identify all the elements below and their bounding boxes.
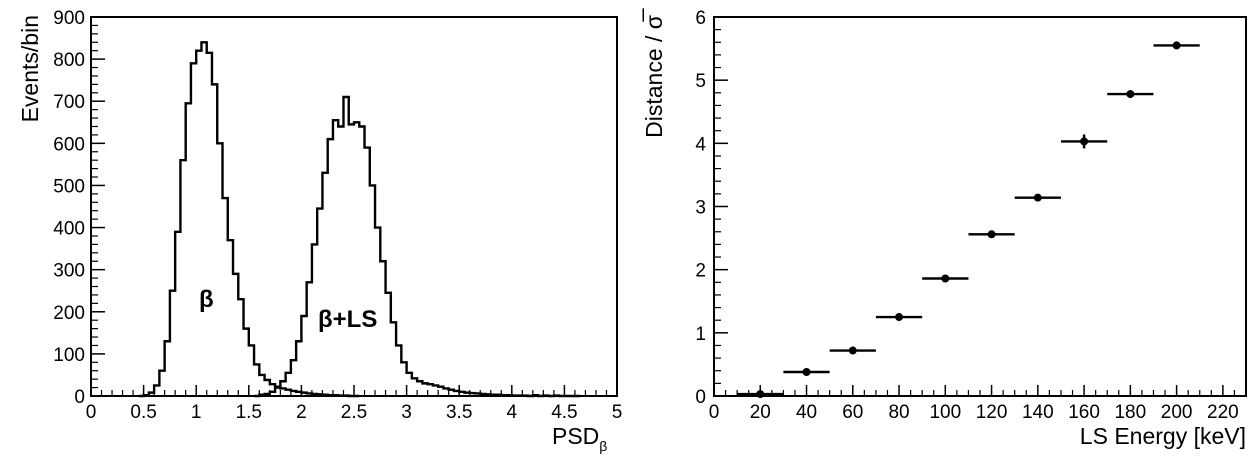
annotation-beta: β xyxy=(199,286,214,313)
data-point-group xyxy=(1014,193,1061,202)
right-y-axis-title: Distance / σ̅ xyxy=(641,8,667,138)
left-x-tick-label: 0.5 xyxy=(130,402,156,423)
left-x-axis-title-subscript: β xyxy=(599,438,607,454)
right-y-tick-label: 1 xyxy=(695,324,706,345)
right-data-points xyxy=(737,41,1200,399)
left-x-tick-label: 5 xyxy=(612,402,623,423)
annotation-beta-ls: β+LS xyxy=(318,306,377,333)
right-x-axis-title: LS Energy [keV] xyxy=(1080,423,1246,449)
right-x-tick-label: 20 xyxy=(750,402,771,423)
left-x-tick-label: 2 xyxy=(296,402,307,423)
left-x-tick-label: 0 xyxy=(86,402,97,423)
left-y-tick-label: 700 xyxy=(53,92,85,113)
left-plot-frame xyxy=(90,16,618,397)
data-point xyxy=(802,367,811,376)
right-scatter-panel: 0 20 40 60 80 100 120 140 160 180 200 220 0 1 2 3 4 5 6 Di… xyxy=(641,8,1247,449)
right-x-tick-label: 40 xyxy=(796,402,817,423)
right-x-tick-label: 180 xyxy=(1114,402,1146,423)
left-x-axis-title-main: PSD xyxy=(552,423,599,449)
left-histograms xyxy=(138,41,581,398)
right-plot-frame xyxy=(713,16,1247,397)
data-point xyxy=(1033,193,1042,202)
left-y-tick-label: 100 xyxy=(53,345,85,366)
right-x-tick-label: 80 xyxy=(888,402,909,423)
left-y-tick-label: 300 xyxy=(53,261,85,282)
left-x-tick-label: 1 xyxy=(191,402,202,423)
right-y-tick-label: 5 xyxy=(695,71,706,92)
data-point-group xyxy=(875,313,923,322)
right-y-tick-label: 3 xyxy=(695,198,706,219)
data-point-group xyxy=(968,230,1015,239)
data-point-group xyxy=(1060,134,1108,149)
data-point-group xyxy=(1153,41,1200,50)
left-x-tick-label: 4.5 xyxy=(551,402,577,423)
histogram-beta-ls xyxy=(254,95,581,398)
data-point xyxy=(941,274,950,283)
left-x-axis-title: PSDβ xyxy=(552,423,607,454)
histogram-beta xyxy=(138,41,360,398)
left-y-tick-label: 800 xyxy=(53,50,85,71)
left-y-tick-label: 200 xyxy=(53,303,85,324)
data-point xyxy=(895,313,904,322)
right-y-tick-label: 6 xyxy=(695,8,706,29)
left-x-tick-label: 2.5 xyxy=(341,402,367,423)
right-x-tick-label: 60 xyxy=(842,402,863,423)
left-x-tick-label: 4 xyxy=(507,402,518,423)
right-y-tick-label: 0 xyxy=(695,387,706,408)
data-point-group xyxy=(1107,90,1154,99)
data-point-group xyxy=(783,367,830,376)
left-y-tick-label: 400 xyxy=(53,219,85,240)
data-point-group xyxy=(922,274,969,283)
left-y-tick-label: 600 xyxy=(53,134,85,155)
data-point xyxy=(987,230,996,239)
right-x-tick-label: 120 xyxy=(976,402,1008,423)
right-x-tick-label: 160 xyxy=(1068,402,1100,423)
right-y-tick-label: 2 xyxy=(695,261,706,282)
data-point xyxy=(1126,90,1135,99)
right-x-tick-label: 140 xyxy=(1022,402,1054,423)
left-y-tick-label: 900 xyxy=(53,8,85,29)
left-y-tick-label: 0 xyxy=(74,387,85,408)
left-tick-labels: 0 0.5 1 1.5 2 2.5 3 3.5 4 4.5 5 0 100 200 300 400 500 600… xyxy=(53,8,622,423)
right-x-tick-label: 200 xyxy=(1161,402,1193,423)
left-x-tick-label: 3.5 xyxy=(446,402,472,423)
left-y-axis-title: Events/bin xyxy=(17,15,43,122)
left-x-tick-label: 1.5 xyxy=(236,402,262,423)
right-x-tick-label: 0 xyxy=(709,402,720,423)
left-histogram-panel: 0 0.5 1 1.5 2 2.5 3 3.5 4 4.5 5 0 100 200 300 400 500 600… xyxy=(17,8,622,454)
data-point-group xyxy=(829,346,876,355)
right-axis-ticks xyxy=(713,16,1236,397)
data-point xyxy=(848,346,857,355)
data-point xyxy=(1172,41,1181,50)
right-x-tick-label: 220 xyxy=(1207,402,1239,423)
left-y-tick-label: 500 xyxy=(53,176,85,197)
right-y-tick-label: 4 xyxy=(695,134,706,155)
right-tick-labels: 0 20 40 60 80 100 120 140 160 180 200 220 0 1 2 3 4 5 6 xyxy=(695,8,1238,423)
right-x-tick-label: 100 xyxy=(929,402,961,423)
data-point xyxy=(1080,137,1089,146)
left-x-tick-label: 3 xyxy=(401,402,412,423)
